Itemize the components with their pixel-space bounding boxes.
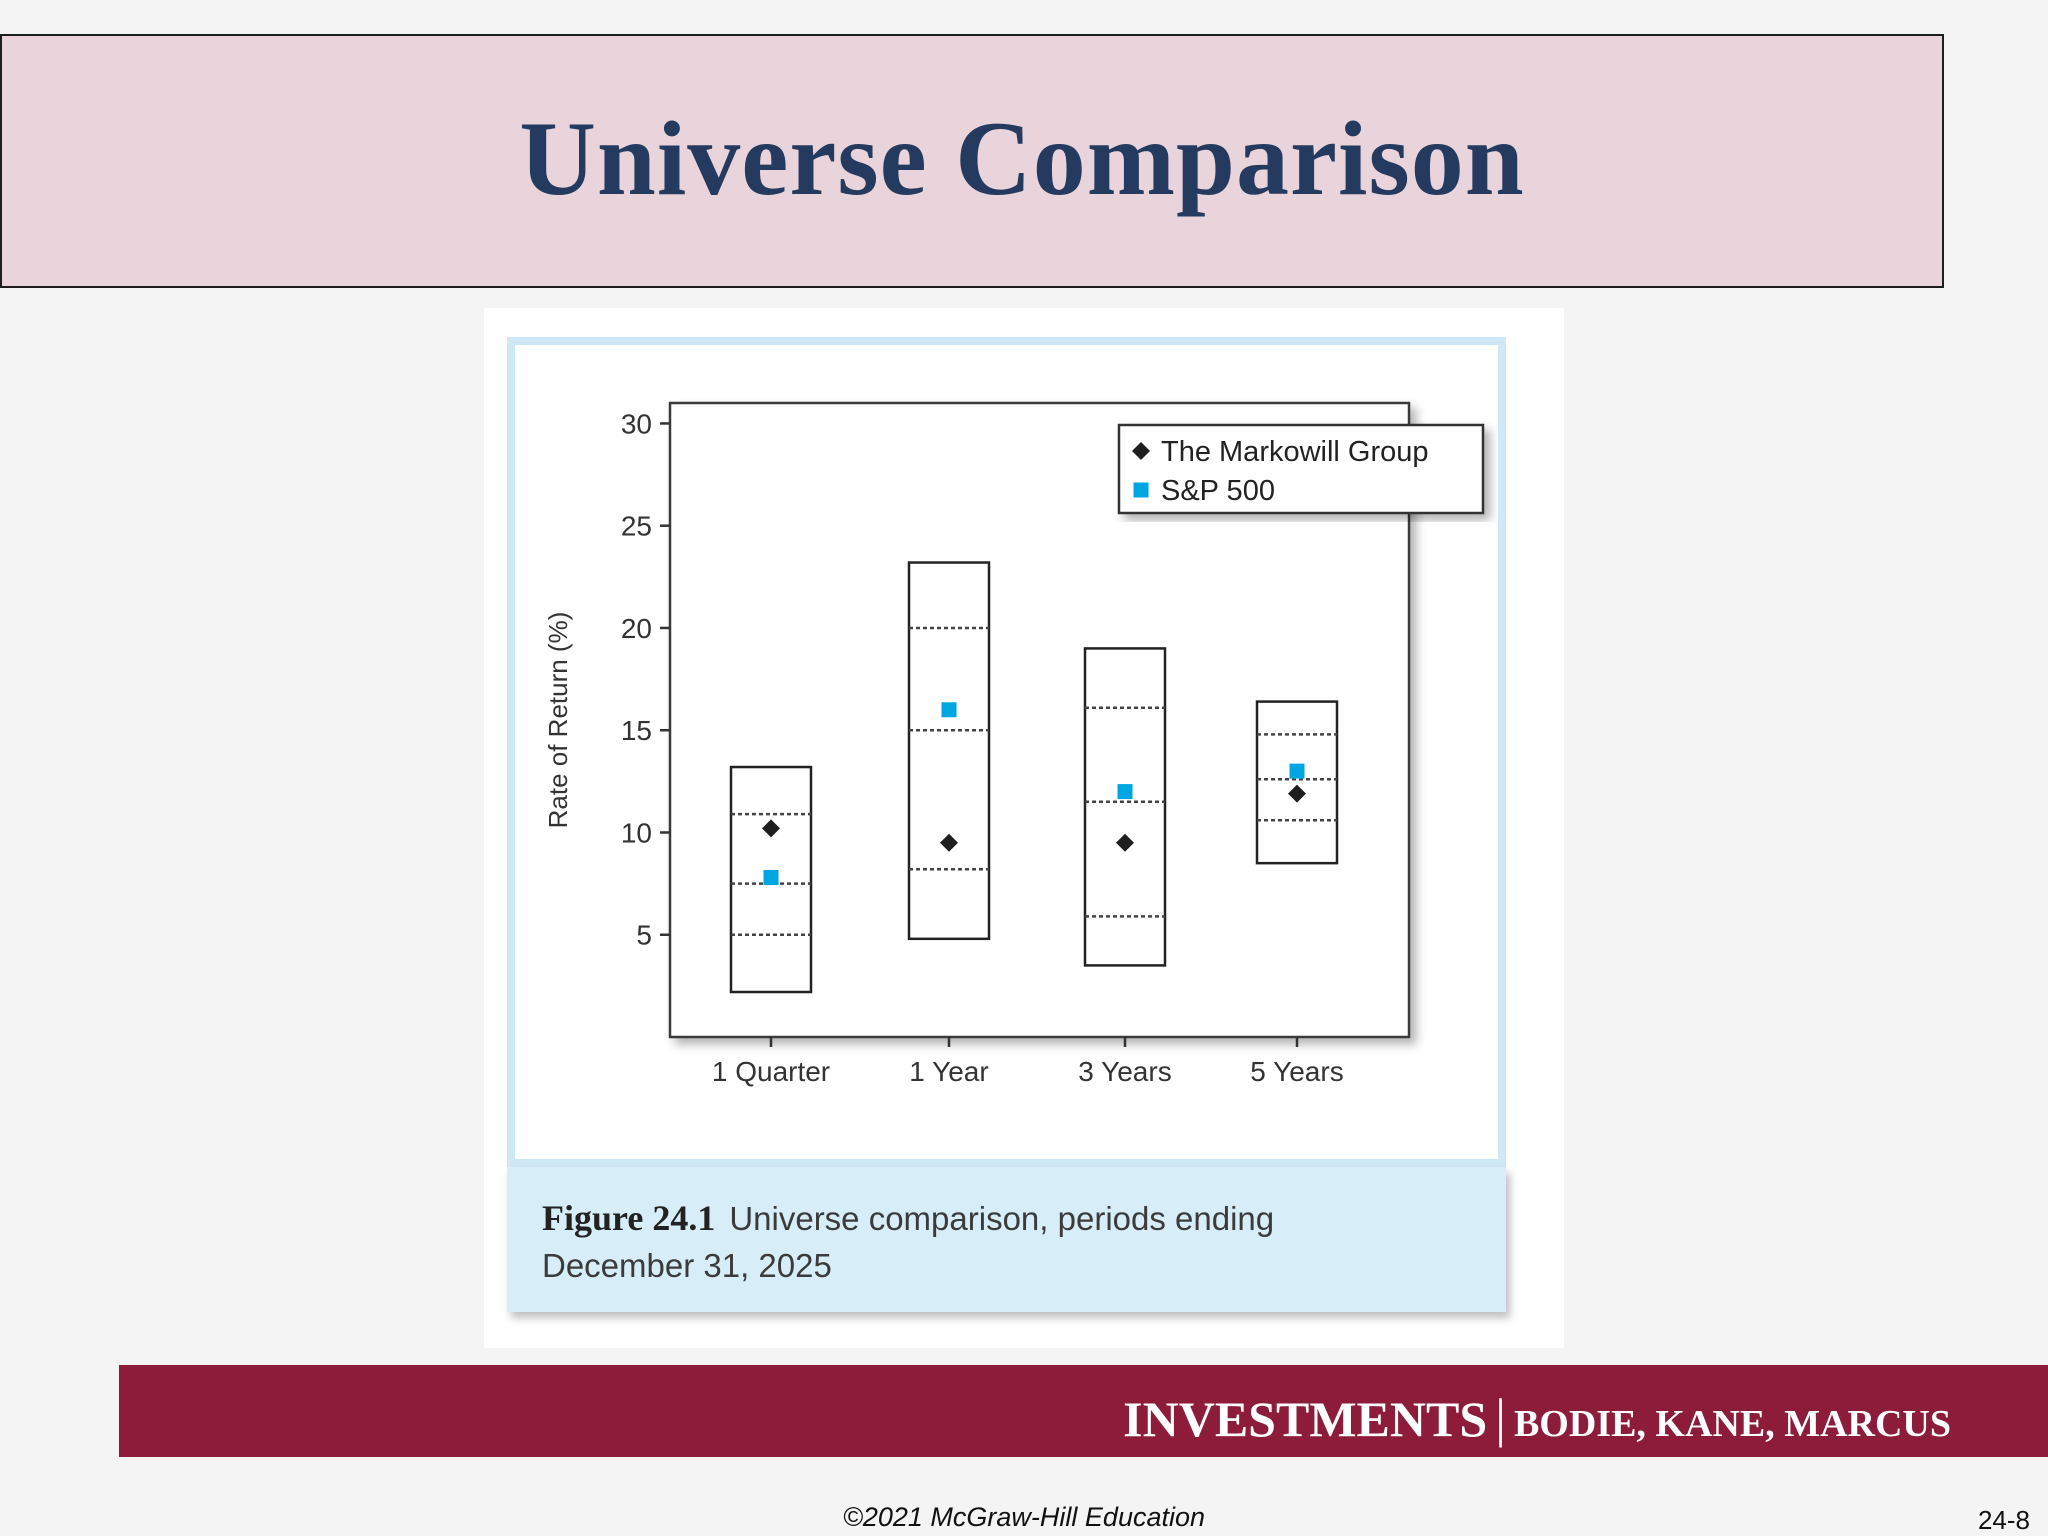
- range-box-group: [729, 765, 813, 994]
- page-title: Universe Comparison: [519, 100, 1525, 217]
- range-box-group: [907, 561, 991, 941]
- legend-markowill-marker: [1132, 442, 1150, 460]
- y-tick-label: 25: [621, 511, 652, 542]
- caption-text-line2: December 31, 2025: [542, 1247, 832, 1284]
- sp500-point: [763, 869, 779, 885]
- range-box-group: [1255, 700, 1339, 865]
- legend: The Markowill Group S&P 500: [1117, 423, 1485, 515]
- x-tick-label: 5 Years: [1250, 1056, 1343, 1087]
- y-tick-label: 30: [621, 408, 652, 439]
- range-box: [1083, 647, 1167, 967]
- sp500-point: [1117, 784, 1133, 800]
- y-tick-label: 10: [621, 817, 652, 848]
- footer-book-title: INVESTMENTS: [1123, 1391, 1488, 1447]
- x-tick-label: 3 Years: [1078, 1056, 1171, 1087]
- figure-label: Figure 24.1: [542, 1198, 716, 1238]
- footer-band: INVESTMENTS | BODIE, KANE, MARCUS: [119, 1365, 2048, 1457]
- y-axis-label: Rate of Return (%): [543, 612, 573, 829]
- footer-authors: BODIE, KANE, MARCUS: [1513, 1403, 1951, 1445]
- copyright-notice: ©2021 McGraw-Hill Education: [842, 1502, 1206, 1532]
- y-tick-label: 15: [621, 715, 652, 746]
- range-box: [907, 561, 991, 941]
- legend-box: [1117, 423, 1485, 515]
- markowill-point: [1288, 784, 1306, 803]
- slide-number: 24-8: [1977, 1505, 2030, 1535]
- range-box-group: [1083, 647, 1167, 967]
- markowill-point: [940, 833, 958, 852]
- x-tick-label: 1 Year: [909, 1056, 988, 1087]
- y-tick-label: 20: [621, 613, 652, 644]
- caption-text-line1: Universe comparison, periods ending: [729, 1200, 1275, 1237]
- sp500-point: [941, 702, 957, 718]
- y-tick-label: 5: [636, 920, 652, 951]
- x-tick-label: 1 Quarter: [712, 1056, 830, 1087]
- figure-caption: Figure 24.1 Universe comparison, periods …: [507, 1167, 1506, 1312]
- range-box: [729, 765, 813, 994]
- markowill-point: [1116, 833, 1134, 852]
- universe-comparison-chart: 5 10 15 20 25 30 Rate of Return (%) 1 Quarter 1 …: [543, 401, 1485, 1087]
- range-box: [1255, 700, 1339, 865]
- title-band: Universe Comparison: [0, 34, 1944, 288]
- markowill-point: [762, 819, 780, 838]
- legend-sp500-marker: [1133, 482, 1149, 498]
- footer-brand: INVESTMENTS | BODIE, KANE, MARCUS: [1123, 1387, 1951, 1449]
- legend-label: The Markowill Group: [1161, 436, 1429, 468]
- legend-label: S&P 500: [1161, 475, 1275, 507]
- sp500-point: [1289, 763, 1305, 779]
- footer-separator: |: [1495, 1388, 1506, 1448]
